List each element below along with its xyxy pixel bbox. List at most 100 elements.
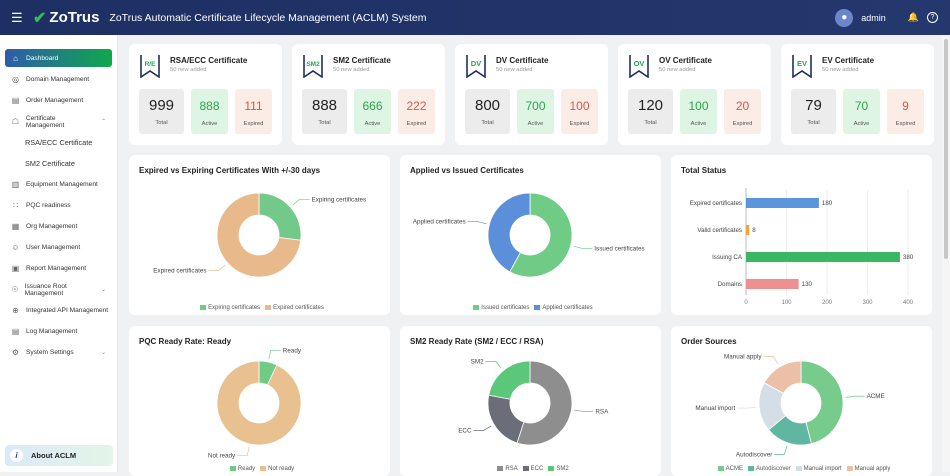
expired-label: Expired [895, 121, 916, 127]
scrollbar[interactable] [942, 35, 950, 472]
legend-label[interactable]: ECC [530, 466, 544, 472]
total-box[interactable]: 800 Total [465, 89, 510, 134]
legend-label[interactable]: Applied certificates [542, 305, 593, 311]
logo[interactable]: ✔ ZoTrus [33, 8, 99, 28]
slice-manual-apply[interactable] [763, 360, 802, 394]
expired-box[interactable]: 222 Expired [398, 89, 435, 134]
total-box[interactable]: 79 Total [791, 89, 836, 134]
slice-rsa[interactable] [516, 360, 573, 446]
chart: Ready Not ready [208, 347, 302, 459]
legend-label[interactable]: Expired certificates [273, 305, 324, 311]
sidebar-item-issuance-root-management[interactable]: ☉ Issuance Root Management ⌄ [5, 279, 112, 300]
sidebar-item-integrated-api-management[interactable]: ⊕ Integrated API Management [5, 300, 112, 321]
slice-expiring-certificates[interactable] [258, 192, 302, 241]
legend-label[interactable]: Manual apply [854, 466, 891, 472]
legend-label[interactable]: Expiring certificates [208, 305, 261, 311]
bar-issuing-ca[interactable] [746, 252, 900, 262]
sidebar-item-user-management[interactable]: ☺ User Management [5, 237, 112, 258]
legend-label[interactable]: SM2 [556, 466, 569, 472]
legend-label[interactable]: Ready [237, 466, 256, 472]
chart-title: PQC Ready Rate: Ready [139, 337, 232, 346]
chart-panel-3: PQC Ready Rate: Ready Ready Not ready Ready… [129, 326, 390, 476]
card-ev[interactable]: EV EV Certificate 50 new added 79 Total 7… [781, 44, 934, 145]
card-dv[interactable]: DV DV Certificate 50 new added 800 Total … [455, 44, 608, 145]
avatar[interactable]: ● [835, 8, 854, 27]
legend-label[interactable]: ACME [725, 466, 743, 472]
svg-text:OV: OV [634, 59, 645, 68]
bar-valid-certificates[interactable] [746, 225, 750, 235]
sidebar-item-sm2-certificate[interactable]: SM2 Certificate [5, 153, 112, 174]
user-name[interactable]: admin [861, 12, 886, 23]
help-icon[interactable]: ? [927, 12, 938, 23]
legend-swatch [229, 465, 236, 471]
total-box[interactable]: 120 Total [628, 89, 673, 134]
slice-sm2[interactable] [488, 360, 531, 400]
sidebar-item-org-management[interactable]: ▦ Org Management [5, 216, 112, 237]
card-sm2[interactable]: SM2 SM2 Certificate 50 new added 888 Tota… [292, 44, 445, 145]
slice-acme[interactable] [800, 360, 844, 445]
legend-label[interactable]: RSA [505, 466, 518, 472]
total-box[interactable]: 888 Total [302, 89, 347, 134]
gear-icon: ⚙ [11, 348, 20, 357]
active-box[interactable]: 700 Active [517, 89, 554, 134]
slice-not-ready[interactable] [216, 360, 302, 446]
sidebar-item-equipment-management[interactable]: ▥ Equipment Management [5, 174, 112, 195]
slice-ecc[interactable] [487, 394, 525, 444]
card-re[interactable]: R/E RSA/ECC Certificate 50 new added 999… [129, 44, 282, 145]
scrollbar-thumb[interactable] [944, 39, 948, 259]
active-box[interactable]: 100 Active [680, 89, 717, 134]
sidebar-item-rsa-ecc-certificate[interactable]: RSA/ECC Certificate [5, 132, 112, 153]
app-title: ZoTrus Automatic Certificate Lifecycle M… [109, 11, 427, 24]
expired-box[interactable]: 111 Expired [235, 89, 272, 134]
slice-label: ACME [867, 393, 885, 400]
sidebar-item-domain-management[interactable]: ◎ Domain Management [5, 69, 112, 90]
active-value: 888 [199, 99, 220, 113]
slice-applied-certificates[interactable] [487, 192, 531, 273]
menu-icon[interactable]: ☰ [11, 9, 23, 25]
active-box[interactable]: 666 Active [354, 89, 391, 134]
slice-issued-certificates[interactable] [509, 192, 573, 278]
active-box[interactable]: 70 Active [843, 89, 880, 134]
expired-box[interactable]: 100 Expired [561, 89, 598, 134]
card-subtitle: 50 new added [170, 67, 207, 73]
sidebar-item-label: Report Management [26, 265, 87, 272]
sidebar-item-order-management[interactable]: ▤ Order Management [5, 90, 112, 111]
sidebar-item-log-management[interactable]: ▤ Log Management [5, 321, 112, 342]
legend-label[interactable]: Issued certificates [481, 305, 530, 311]
expired-value: 9 [902, 99, 909, 113]
active-box[interactable]: 888 Active [191, 89, 228, 134]
chart: 0 100 200 300 400 Expired certificates 180 Vali… [690, 188, 914, 306]
card-subtitle: 50 new added [333, 67, 370, 73]
expired-box[interactable]: 20 Expired [724, 89, 761, 134]
bar-value-label: 8 [752, 227, 756, 234]
sidebar-item-certificate-management[interactable]: ☖ Certificate Management ⌃ [5, 111, 112, 132]
legend-swatch [846, 465, 853, 471]
expired-box[interactable]: 9 Expired [887, 89, 924, 134]
chart-panel-4: SM2 Ready Rate (SM2 / ECC / RSA) RSA ECC SM… [400, 326, 661, 476]
slice-expired-certificates[interactable] [216, 192, 302, 278]
sidebar-item-dashboard[interactable]: ⌂ Dashboard [5, 49, 112, 67]
total-value: 888 [311, 97, 338, 114]
legend-label[interactable]: Not ready [268, 466, 295, 472]
legend-label[interactable]: Autodiscover [755, 466, 791, 472]
slice-label: Issued certificates [594, 245, 644, 252]
sidebar-item-system-settings[interactable]: ⚙ System Settings ⌄ [5, 342, 112, 363]
about-aclm-button[interactable]: i About ACLM [5, 445, 113, 466]
active-label: Active [853, 121, 870, 127]
card-ov[interactable]: OV OV Certificate 50 new added 120 Total … [618, 44, 771, 145]
bell-icon[interactable]: 🔔 [907, 12, 919, 22]
total-label: Total [481, 120, 494, 126]
legend-swatch [522, 465, 529, 471]
bar-value-label: 180 [822, 200, 833, 207]
bar-domains[interactable] [746, 279, 799, 289]
sidebar-item-pqc-readiness[interactable]: ∷ PQC readiness [5, 195, 112, 216]
total-box[interactable]: 999 Total [139, 89, 184, 134]
sidebar-item-report-management[interactable]: ▣ Report Management [5, 258, 112, 279]
slice-label: Manual apply [724, 354, 762, 361]
label-line [208, 264, 226, 272]
total-value: 999 [148, 97, 175, 114]
legend-label[interactable]: Manual import [803, 466, 842, 472]
bar-expired-certificates[interactable] [746, 198, 819, 208]
legend-swatch [534, 304, 541, 310]
sidebar-item-label: Issuance Root Management [24, 282, 67, 297]
